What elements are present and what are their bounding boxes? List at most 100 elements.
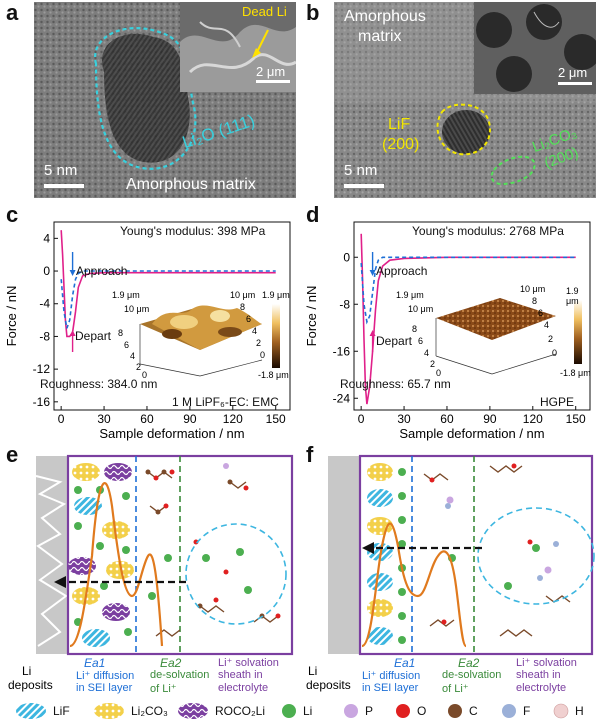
x-tick-label: 120: [523, 412, 543, 426]
legend-label-p: P: [365, 704, 374, 718]
lif-label-1: LiF: [388, 116, 411, 133]
y-axis-label: Force / nN: [304, 286, 319, 347]
series-depart: [60, 230, 276, 338]
series-approach: [60, 270, 276, 329]
legend-label-f: F: [523, 704, 531, 718]
y-tick-label: -4: [39, 297, 50, 311]
ea2-f: Ea2: [458, 656, 480, 670]
y-tick-label: -16: [33, 395, 51, 409]
dead-li-label: Dead Li: [242, 4, 287, 19]
li-deposits-e-1: Li: [22, 664, 32, 678]
p-ball-icon: [344, 704, 358, 718]
schematic-f: [328, 454, 595, 656]
surf-tick-d-r1: 8: [532, 296, 538, 306]
sheath-f-2: sheath in: [516, 669, 561, 681]
panel-label-c: c: [6, 202, 19, 227]
legend-item-o: O: [394, 702, 426, 720]
legend-label-li: Li: [303, 704, 313, 718]
y-tick-label: -16: [333, 344, 351, 358]
ea1-desc-f-1: Li⁺ diffusion: [362, 670, 421, 682]
x-tick-label: 60: [440, 412, 454, 426]
depart-d: Depart: [376, 334, 413, 348]
legend-item-lif: LiF: [14, 702, 70, 720]
li-deposit-f: [328, 456, 360, 654]
surf-tick-c-5: 2: [136, 362, 142, 372]
x-tick-label: 90: [483, 412, 497, 426]
legend-item-c: C: [446, 702, 478, 720]
plot-frame: [353, 221, 591, 411]
sheath-f-3: electrolyte: [516, 682, 567, 694]
modulus-d: Young's modulus: 2768 MPa: [412, 224, 564, 238]
roco2li-swatch-icon: [178, 703, 208, 719]
tem-image-a: Dead Li 2 μm Li₂O (111) 5 nm Amorphous m…: [34, 2, 296, 198]
scale-bar-b: [344, 184, 384, 188]
inset-scale-b: 2 μm: [558, 65, 588, 80]
surf-tick-c-r2: 6: [246, 314, 252, 324]
modulus-c: Young's modulus: 398 MPa: [120, 224, 266, 238]
lif-swatch-icon: [16, 703, 46, 719]
y-tick-label: 0: [43, 264, 50, 278]
ea1-f: Ea1: [394, 656, 416, 670]
x-tick-label: 0: [358, 412, 365, 426]
li-deposits-f-2: deposits: [306, 678, 351, 692]
approach-d: Approach: [376, 264, 428, 278]
ea2-desc-f-2: of Li⁺: [442, 683, 469, 695]
legend-item-roco2li: ROCO₂Li: [176, 702, 265, 720]
depart-c: Depart: [75, 329, 112, 343]
x-tick-label: 60: [140, 412, 154, 426]
panel-label-d: d: [306, 202, 320, 227]
x-tick-label: 30: [97, 412, 111, 426]
c-ball-icon: [448, 704, 462, 718]
legend-label-lif: LiF: [53, 704, 70, 718]
matrix-label-a: Amorphous matrix: [126, 176, 256, 193]
ea2-desc-e-2: of Li⁺: [150, 683, 177, 695]
panel-label-a: a: [6, 0, 19, 25]
surf-tick-d-r2: 6: [538, 308, 544, 318]
afm-surface-d: 1.9 μm 10 μm 8 6 4 2 0 10 μm 8 6 4 2 0 1…: [396, 284, 592, 380]
plot-frame: [53, 221, 291, 411]
approach-c: Approach: [76, 264, 128, 278]
legend: LiF Li₂CO₃ ROCO₂Li Li P O C F: [0, 698, 600, 726]
legend-item-h: H: [552, 702, 584, 720]
surf-tick-c-0: 1.9 μm: [112, 290, 140, 300]
roughness-c: Roughness: 384.0 nm: [40, 377, 158, 391]
inset-sem-a: Dead Li 2 μm: [180, 2, 296, 92]
surf-tick-c-r0: 10 μm: [230, 290, 256, 300]
panel-b: 2 μm Amorphous matrix LiF (200) Li₂CO₃ (…: [300, 0, 600, 200]
x-tick-label: 150: [566, 412, 586, 426]
lif-label-2: (200): [382, 136, 420, 153]
cbar-bottom-c: -1.8 μm: [258, 370, 289, 380]
panel-c: c 0 30 60 90 120 150 4 0 -4 -8 -12 -16 Sample deform…: [0, 202, 300, 446]
surf-tick-c-3: 6: [124, 340, 130, 350]
surf-tick-d-r3: 4: [544, 320, 550, 330]
ea2-e: Ea2: [160, 656, 182, 670]
x-tick-label: 90: [183, 412, 197, 426]
surf-tick-d-0: 1.9 μm: [396, 290, 424, 300]
surf-tick-c-r4: 2: [256, 338, 262, 348]
surf-tick-c-r5: 0: [260, 350, 266, 360]
inset-scale-a: 2 μm: [256, 64, 286, 79]
legend-item-li2co3: Li₂CO₃: [92, 702, 168, 720]
x-tick-label: 0: [58, 412, 65, 426]
electrolyte-c: 1 M LiPF₆-EC: EMC: [172, 395, 279, 409]
surf-tick-d-5: 2: [430, 359, 436, 369]
f-ball-icon: [502, 704, 516, 718]
surf-tick-d-2: 8: [412, 324, 418, 334]
electrolyte-d: HGPE: [540, 395, 575, 409]
panel-f: f: [300, 442, 600, 696]
surf-tick-c-2: 8: [118, 328, 124, 338]
legend-item-li: Li: [280, 702, 312, 720]
ea2-desc-f-1: de-solvation: [442, 669, 502, 681]
tem-image-b: 2 μm Amorphous matrix LiF (200) Li₂CO₃ (…: [334, 2, 596, 198]
panel-label-f: f: [306, 442, 314, 467]
x-axis-label: Sample deformation / nm: [99, 426, 244, 441]
sheath-f-1: Li⁺ solvation: [516, 657, 577, 669]
panel-d: d 0 30 60 90 120 150 0 -8 -16 -24 Sample deformati…: [300, 202, 600, 446]
x-axis-label: Sample deformation / nm: [399, 426, 544, 441]
x-tick-label: 30: [397, 412, 411, 426]
o-ball-icon: [396, 704, 410, 718]
y-tick-label: -8: [339, 297, 350, 311]
legend-label-o: O: [417, 704, 427, 718]
cbar-bottom-d: -1.8 μm: [560, 368, 591, 378]
